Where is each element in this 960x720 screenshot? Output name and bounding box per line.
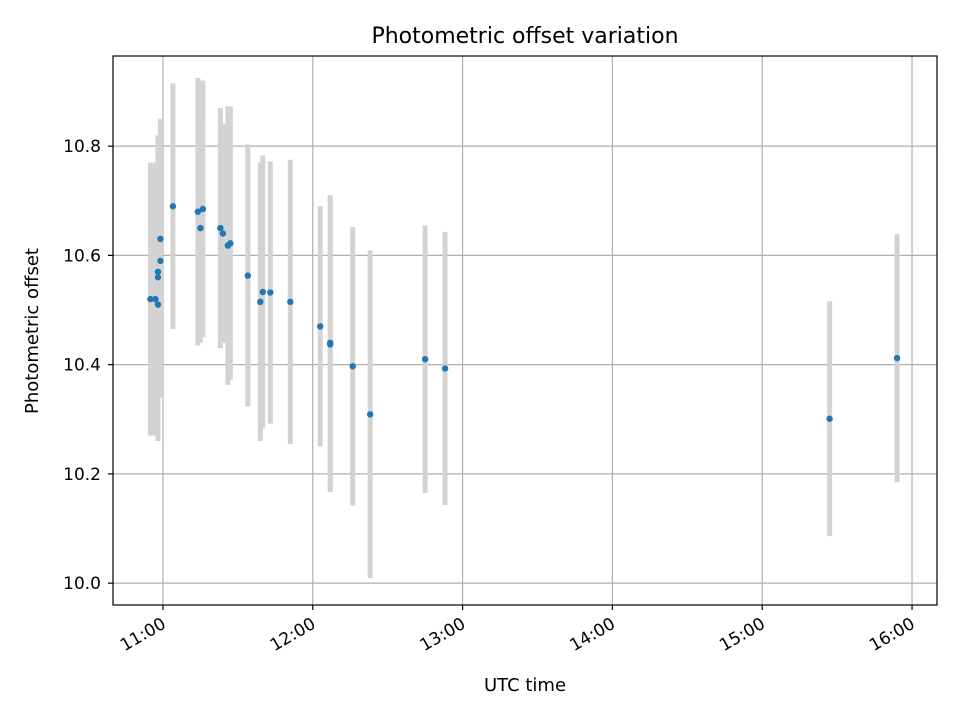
- data-point: [317, 323, 324, 330]
- data-point: [199, 205, 207, 213]
- data-point: [227, 240, 234, 247]
- data-point: [154, 274, 162, 281]
- data-point: [349, 363, 356, 370]
- y-axis-label: Photometric offset: [22, 248, 43, 414]
- data-point: [169, 203, 177, 210]
- data-point: [327, 341, 334, 348]
- x-axis-label: UTC time: [484, 675, 566, 696]
- data-point: [157, 235, 164, 243]
- data-point: [257, 298, 264, 306]
- data-point: [157, 257, 164, 265]
- y-tick-label: 10.2: [63, 465, 101, 485]
- data-point: [893, 354, 901, 362]
- data-point: [154, 268, 162, 275]
- data-points: [147, 203, 901, 422]
- data-point: [267, 289, 274, 296]
- data-point: [217, 224, 224, 232]
- data-point: [147, 295, 154, 303]
- data-point: [287, 298, 294, 306]
- data-point: [154, 301, 162, 308]
- data-point: [194, 208, 202, 215]
- data-point: [259, 288, 267, 296]
- data-point: [244, 272, 252, 279]
- y-tick-label: 10.8: [63, 137, 101, 157]
- chart-title: Photometric offset variation: [371, 24, 678, 49]
- y-tick-label: 10.0: [63, 574, 101, 594]
- data-point: [421, 355, 429, 363]
- data-point: [197, 224, 204, 232]
- y-tick-label: 10.4: [63, 356, 101, 376]
- data-point: [826, 415, 833, 422]
- data-point: [441, 365, 449, 372]
- data-point: [219, 230, 227, 237]
- y-tick-label: 10.6: [63, 246, 101, 266]
- data-point: [366, 411, 374, 418]
- data-point: [152, 295, 159, 303]
- plot-frame: [112, 55, 938, 606]
